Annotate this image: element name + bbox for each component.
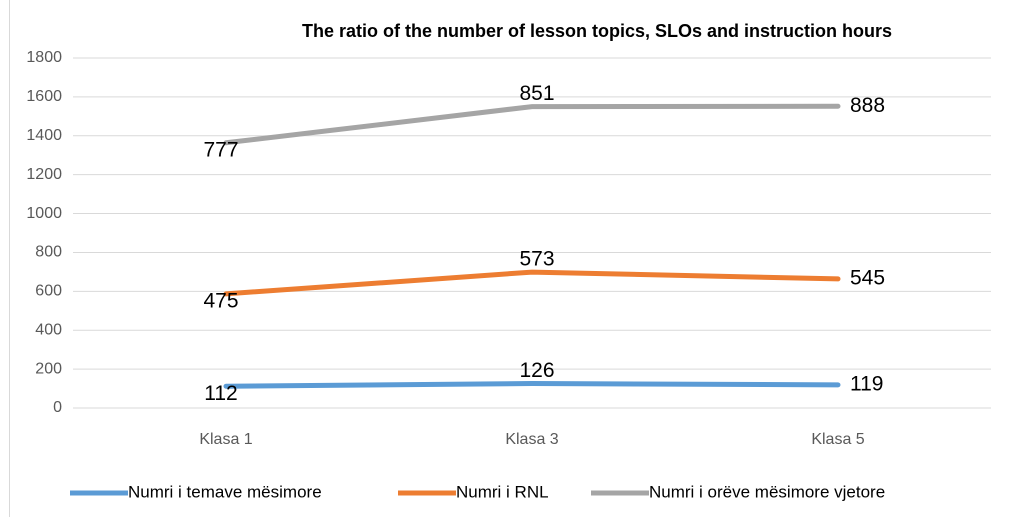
y-tick-label: 1000 (26, 205, 62, 222)
y-tick-label: 1200 (26, 166, 62, 183)
y-tick-label: 0 (53, 399, 62, 416)
data-label: 475 (203, 289, 238, 312)
y-tick-label: 1400 (26, 127, 62, 144)
data-label: 777 (203, 138, 238, 161)
x-tick-label: Klasa 1 (199, 431, 252, 448)
y-tick-label: 400 (35, 321, 62, 338)
x-tick-label: Klasa 5 (811, 431, 864, 448)
data-label: 545 (850, 266, 885, 289)
x-tick-label: Klasa 3 (505, 431, 558, 448)
legend-label: Numri i RNL (456, 482, 549, 501)
chart-title: The ratio of the number of lesson topics… (302, 21, 892, 41)
line (223, 269, 841, 297)
data-label: 126 (519, 359, 554, 382)
data-label: 573 (519, 248, 554, 271)
line (223, 380, 841, 389)
data-label: 119 (850, 372, 883, 395)
data-label: 851 (519, 82, 554, 105)
data-label: 888 (850, 94, 885, 117)
y-tick-label: 600 (35, 283, 62, 300)
y-tick-label: 1800 (26, 49, 62, 66)
data-label: 112 (204, 382, 237, 405)
y-tick-label: 200 (35, 360, 62, 377)
legend-label: Numri i temave mësimore (128, 482, 322, 501)
legend-label: Numri i orëve mësimore vjetore (649, 482, 885, 501)
line (223, 103, 841, 146)
y-tick-label: 1600 (26, 88, 62, 105)
y-tick-label: 800 (35, 244, 62, 261)
